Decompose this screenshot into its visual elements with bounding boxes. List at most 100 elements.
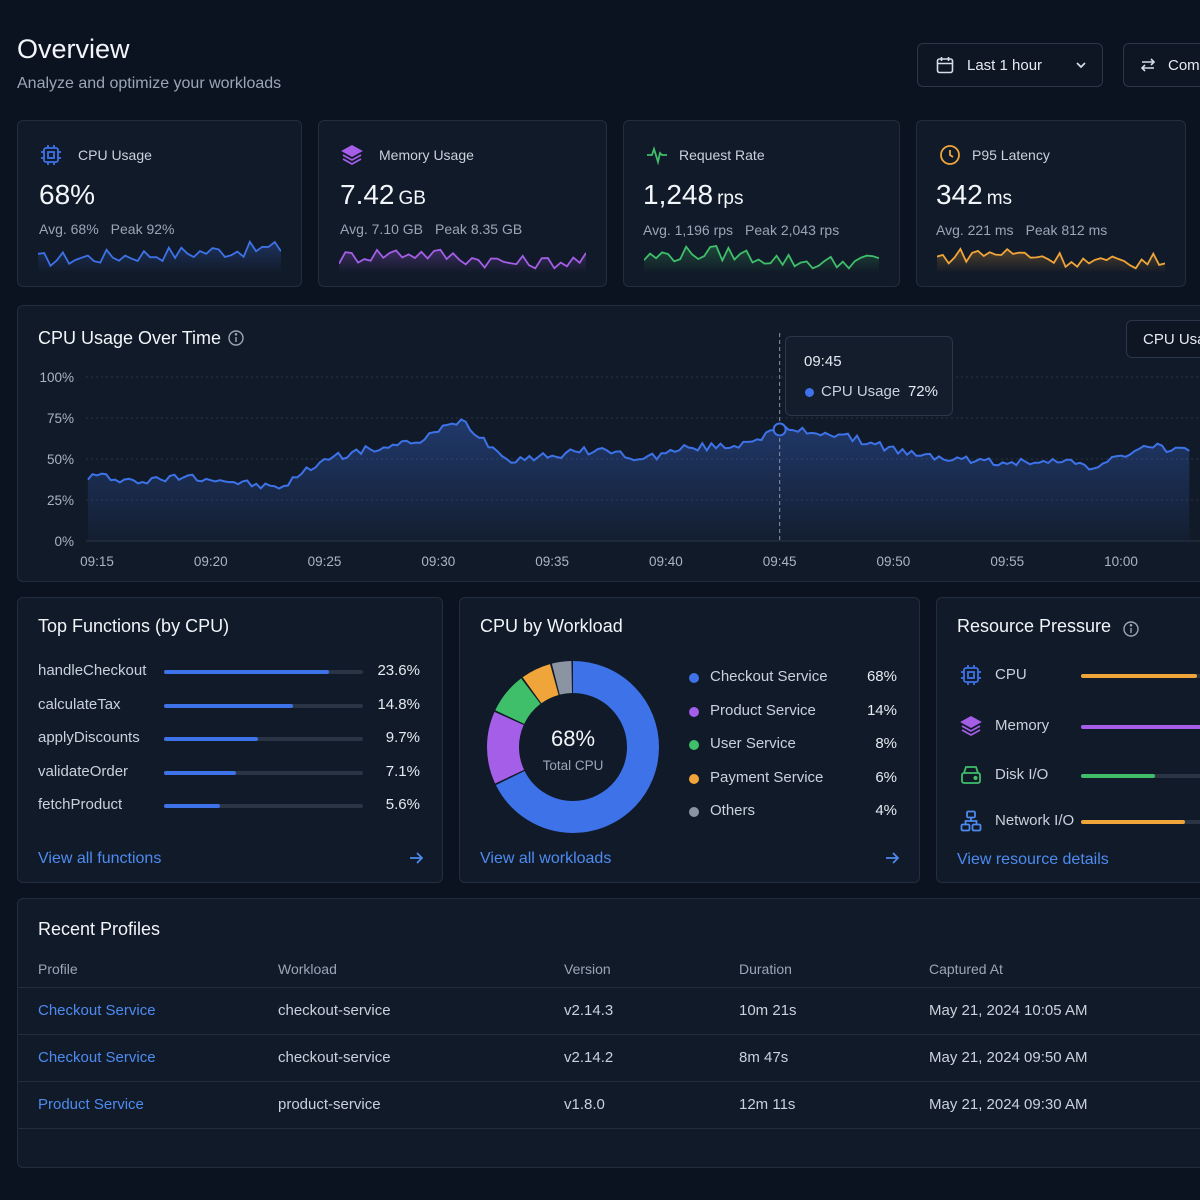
metric-stats: Avg. 221 ms Peak 812 ms	[936, 222, 1108, 238]
resource-name: Memory	[995, 717, 1050, 734]
function-row[interactable]: applyDiscounts 9.7%	[38, 729, 420, 749]
resource-row-memory: Memory	[959, 714, 1200, 740]
captured-at-cell: May 21, 2024 10:05 AM	[929, 987, 1200, 1035]
metric-card-cpu[interactable]: CPU Usage 68% Avg. 68% Peak 92%	[17, 120, 302, 287]
table-row[interactable]: Checkout Service checkout-service v2.14.…	[18, 1034, 1200, 1082]
function-value: 9.7%	[385, 729, 420, 746]
info-icon[interactable]	[1122, 620, 1140, 643]
legend-label: Checkout Service	[710, 668, 828, 685]
chart-title: CPU Usage Over Time	[38, 328, 222, 348]
donut-center-label: Total CPU	[542, 758, 604, 773]
tooltip-series-dot	[805, 388, 814, 397]
function-row[interactable]: calculateTax 14.8%	[38, 696, 420, 716]
view-all-workloads-link[interactable]: View all workloads	[480, 850, 612, 867]
x-tick-label: 09:40	[649, 554, 683, 569]
metric-value: 7.42 GB	[340, 179, 426, 210]
column-header[interactable]: Profile	[18, 951, 278, 988]
donut-segment[interactable]	[487, 661, 659, 833]
compare-label: Com	[1168, 56, 1200, 74]
tooltip-series-label: CPU Usage	[821, 383, 901, 400]
info-icon[interactable]	[227, 329, 245, 352]
resource-bar	[1081, 674, 1200, 678]
function-bar-fill	[164, 804, 220, 808]
version-cell: v2.14.2	[564, 1034, 739, 1082]
profile-link[interactable]: Product Service	[18, 1081, 278, 1129]
workload-donut-chart[interactable]	[487, 661, 659, 833]
view-all-functions-link[interactable]: View all functions	[38, 850, 162, 867]
version-cell: v1.8.0	[564, 1081, 739, 1129]
workload-cell: checkout-service	[278, 987, 564, 1035]
view-resource-details-link[interactable]: View resource details	[957, 851, 1109, 868]
sparkline-area	[644, 246, 879, 273]
time-range-label: Last 1 hour	[967, 56, 1043, 74]
function-bar-fill	[164, 737, 258, 741]
sparkline-line	[38, 239, 281, 268]
legend-item[interactable]: Payment Service 6%	[689, 769, 897, 789]
compare-button[interactable]: Com	[1123, 43, 1200, 87]
legend-item[interactable]: Checkout Service 68%	[689, 668, 897, 688]
duration-cell: 8m 47s	[739, 1034, 929, 1082]
arrow-right-icon[interactable]	[883, 849, 901, 872]
metric-stats: Avg. 1,196 rps Peak 2,043 rps	[643, 222, 840, 238]
column-header[interactable]: Duration	[739, 951, 929, 988]
metric-card-latency[interactable]: P95 Latency 342 ms Avg. 221 ms Peak 812 ms	[916, 120, 1186, 287]
compare-icon	[1139, 56, 1157, 74]
tooltip-time: 09:45	[804, 353, 842, 370]
sparkline-area	[38, 241, 281, 273]
x-tick-label: 09:15	[80, 554, 114, 569]
legend-swatch	[689, 706, 699, 717]
table-row[interactable]: Checkout Service checkout-service v2.14.…	[18, 987, 1200, 1035]
cpu-area-fill	[87, 419, 1190, 541]
column-header[interactable]: Workload	[278, 951, 564, 988]
metric-title: Request Rate	[679, 147, 765, 163]
latency-sparkline	[937, 247, 1165, 273]
metric-title: P95 Latency	[972, 147, 1050, 163]
hover-point[interactable]	[772, 422, 787, 437]
top-functions-card: Top Functions (by CPU) handleCheckout 23.…	[17, 597, 443, 883]
version-cell: v2.14.3	[564, 987, 739, 1035]
legend-item[interactable]: Others 4%	[689, 802, 897, 822]
metric-card-request-rate[interactable]: Request Rate 1,248 rps Avg. 1,196 rps Peak…	[623, 120, 900, 287]
legend-label: Others	[710, 802, 756, 819]
cpu-by-workload-card: CPU by Workload 68% Total CPU Checkout S…	[459, 597, 920, 883]
donut-segment[interactable]	[487, 661, 659, 833]
column-header[interactable]: Captured At	[929, 951, 1200, 988]
function-row[interactable]: validateOrder 7.1%	[38, 763, 420, 783]
metric-card-memory[interactable]: Memory Usage 7.42 GB Avg. 7.10 GB Peak 8.3…	[318, 120, 607, 287]
resource-bar	[1081, 820, 1200, 824]
donut-center-value: 68%	[550, 726, 596, 751]
legend-item[interactable]: User Service 8%	[689, 735, 897, 755]
layers-icon	[959, 714, 983, 738]
cpu-sparkline	[38, 239, 281, 273]
clock-icon	[938, 143, 962, 167]
page-subtitle: Analyze and optimize your workloads	[17, 75, 282, 92]
series-select-button[interactable]: CPU Usa	[1126, 320, 1200, 358]
resource-bar-fill	[1081, 820, 1185, 824]
profile-link[interactable]: Checkout Service	[18, 1034, 278, 1082]
metric-stats: Avg. 7.10 GB Peak 8.35 GB	[340, 221, 523, 237]
metric-value: 68%	[39, 179, 96, 210]
arrow-right-icon[interactable]	[407, 849, 425, 872]
cpu-usage-area-chart[interactable]: 100% 75% 50% 25% 0% 09:15 09:20 09:25 09:30 09:35…	[17, 305, 1200, 582]
cpu-series-line[interactable]	[87, 418, 1190, 490]
legend-value: 68%	[866, 668, 897, 685]
sparkline-area	[339, 249, 586, 273]
function-value: 5.6%	[385, 796, 420, 813]
y-tick-label: 75%	[47, 411, 74, 426]
function-row[interactable]: handleCheckout 23.6%	[38, 662, 420, 682]
function-bar	[164, 737, 363, 741]
x-tick-label: 09:50	[877, 554, 911, 569]
function-bar	[164, 804, 363, 808]
cpu-icon	[39, 143, 63, 167]
metric-value: 1,248 rps	[643, 179, 744, 210]
metric-value: 342 ms	[936, 179, 1013, 210]
function-row[interactable]: fetchProduct 5.6%	[38, 796, 420, 816]
column-header[interactable]: Version	[564, 951, 739, 988]
profile-link[interactable]: Checkout Service	[18, 987, 278, 1035]
x-tick-label: 09:20	[194, 554, 228, 569]
legend-item[interactable]: Product Service 14%	[689, 702, 897, 722]
table-row[interactable]: Product Service product-service v1.8.0 1…	[18, 1081, 1200, 1129]
time-range-select[interactable]: Last 1 hour	[917, 43, 1103, 87]
y-tick-label: 0%	[54, 534, 74, 549]
resource-bar	[1081, 774, 1200, 778]
